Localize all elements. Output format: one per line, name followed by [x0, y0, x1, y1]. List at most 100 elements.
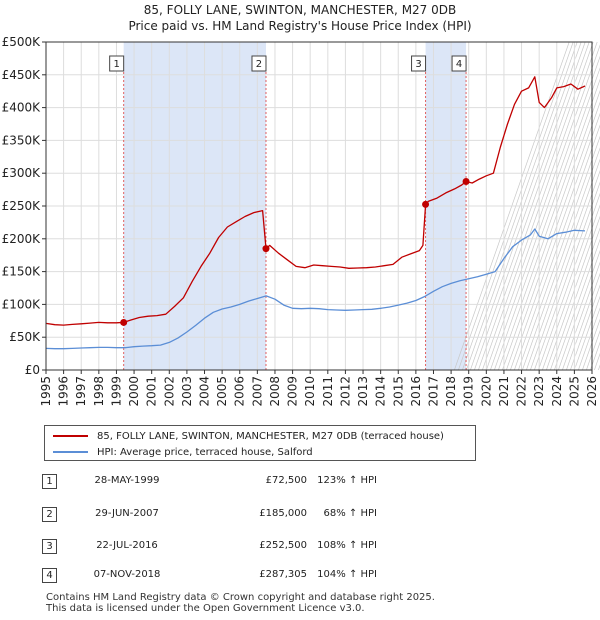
y-tick-label: £450K	[2, 68, 42, 82]
transaction-label-box	[411, 55, 427, 72]
forecast-hatch	[570, 284, 600, 371]
legend-item-property: 85, FOLLY LANE, SWINTON, MANCHESTER, M27…	[53, 428, 444, 444]
x-tick-label: 2002	[162, 376, 176, 407]
x-tick-label: 2010	[303, 376, 317, 407]
transaction-label: 2	[256, 59, 262, 70]
transaction-point	[462, 178, 470, 186]
y-tick-label: £500K	[2, 35, 42, 49]
transaction-hpi: 108% ↑ HPI	[317, 540, 377, 551]
legend-label-hpi: HPI: Average price, terraced house, Salf…	[97, 446, 313, 458]
transaction-hpi: 123% ↑ HPI	[317, 475, 377, 486]
transaction-date: 07-NOV-2018	[93, 569, 161, 580]
transaction-hpi: 104% ↑ HPI	[317, 569, 377, 580]
transaction-label: 1	[113, 59, 119, 70]
transaction-price: £72,500	[265, 475, 307, 486]
x-tick-label: 2012	[338, 376, 352, 407]
chart-title: 85, FOLLY LANE, SWINTON, MANCHESTER, M27…	[143, 3, 457, 17]
transaction-row: 3 22-JUL-2016 £252,500 108% ↑ HPI	[42, 539, 442, 557]
x-tick-label: 2004	[198, 376, 212, 407]
x-tick-label: 2001	[145, 376, 159, 407]
y-tick-label: £50K	[9, 330, 41, 344]
transaction-label-box	[451, 55, 467, 72]
x-tick-label: 2006	[233, 376, 247, 407]
y-tick-label: £200K	[2, 232, 42, 246]
y-tick-label: £150K	[2, 265, 42, 279]
x-tick-label: 2009	[286, 376, 300, 407]
x-tick-label: 2000	[127, 376, 141, 407]
forecast-hatch	[562, 261, 600, 371]
property-price-line	[45, 76, 586, 326]
x-tick-label: 1998	[92, 376, 106, 407]
x-tick-label: 2016	[409, 376, 423, 407]
forecast-hatch	[546, 215, 600, 371]
x-tick-label: 2022	[515, 376, 529, 407]
transaction-number: 1	[42, 474, 57, 489]
x-tick-label: 2024	[550, 376, 564, 407]
transaction-label: 4	[456, 59, 462, 70]
x-tick-label: 2018	[444, 376, 458, 407]
forecast-hatch	[566, 272, 600, 371]
x-tick-label: 2026	[585, 376, 599, 407]
x-tick-label: 1999	[109, 376, 123, 407]
footer-copyright: Contains HM Land Registry data © Crown c…	[46, 592, 435, 603]
x-tick-label: 2008	[268, 376, 282, 407]
y-tick-label: £400K	[2, 101, 42, 115]
transaction-point	[120, 318, 128, 326]
transaction-date: 29-JUN-2007	[95, 508, 159, 519]
x-tick-label: 2023	[532, 376, 546, 407]
hpi-line	[45, 228, 586, 350]
transaction-date: 28-MAY-1999	[94, 475, 160, 486]
x-tick-label: 2014	[374, 376, 388, 407]
x-tick-label: 2005	[215, 376, 229, 407]
x-tick-label: 2025	[567, 376, 581, 407]
legend: 85, FOLLY LANE, SWINTON, MANCHESTER, M27…	[44, 425, 476, 461]
x-tick-label: 2013	[356, 376, 370, 407]
forecast-hatch	[538, 192, 600, 371]
transaction-point	[262, 245, 270, 253]
forecast-hatch	[574, 295, 600, 371]
transaction-number: 4	[42, 568, 57, 583]
transaction-row: 1 28-MAY-1999 £72,500 123% ↑ HPI	[42, 474, 442, 492]
forecast-hatch	[594, 352, 600, 371]
transaction-row: 4 07-NOV-2018 £287,305 104% ↑ HPI	[42, 568, 442, 586]
y-tick-label: £0	[25, 363, 40, 377]
transaction-label-box	[109, 55, 125, 72]
transaction-point	[422, 200, 430, 208]
forecast-hatch	[550, 227, 600, 371]
x-tick-label: 2017	[426, 376, 440, 407]
forecast-hatch	[558, 250, 600, 371]
y-tick-label: £300K	[2, 166, 42, 180]
legend-swatch-hpi	[53, 451, 88, 453]
forecast-hatch	[554, 238, 600, 371]
x-tick-label: 2007	[250, 376, 264, 407]
x-tick-label: 2021	[497, 376, 511, 407]
transaction-row: 2 29-JUN-2007 £185,000 68% ↑ HPI	[42, 507, 442, 525]
y-tick-label: £350K	[2, 133, 42, 147]
legend-label-property: 85, FOLLY LANE, SWINTON, MANCHESTER, M27…	[97, 430, 444, 442]
transaction-price: £287,305	[259, 569, 307, 580]
x-tick-label: 2003	[180, 376, 194, 407]
transaction-number: 2	[42, 507, 57, 522]
x-tick-label: 1995	[39, 376, 53, 407]
transaction-date: 22-JUL-2016	[96, 540, 158, 551]
transaction-price: £252,500	[259, 540, 307, 551]
x-tick-label: 2015	[391, 376, 405, 407]
legend-item-hpi: HPI: Average price, terraced house, Salf…	[53, 444, 313, 460]
y-tick-label: £100K	[2, 297, 42, 311]
footer-license: This data is licensed under the Open Gov…	[46, 603, 365, 614]
x-tick-label: 2020	[479, 376, 493, 407]
forecast-hatch	[578, 307, 600, 371]
x-tick-label: 1996	[57, 376, 71, 407]
transaction-label-box	[251, 55, 267, 72]
transaction-price: £185,000	[259, 508, 307, 519]
chart-subtitle: Price paid vs. HM Land Registry's House …	[128, 19, 472, 33]
price-chart: 1 2 3 4 £0 £50K £100K £150K £200K £250K £300K £350…	[2, 35, 600, 407]
x-tick-label: 2011	[321, 376, 335, 407]
transaction-number: 3	[42, 539, 57, 554]
x-tick-label: 2019	[462, 376, 476, 407]
y-tick-label: £250K	[2, 199, 42, 213]
x-tick-label: 1997	[74, 376, 88, 407]
legend-swatch-property	[53, 435, 88, 437]
transaction-label: 3	[415, 59, 421, 70]
transaction-hpi: 68% ↑ HPI	[323, 508, 377, 519]
